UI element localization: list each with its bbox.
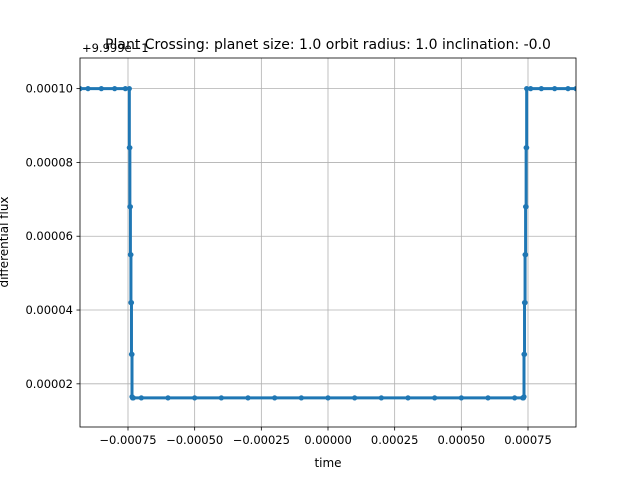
x-tick-label: −0.00025 bbox=[233, 433, 290, 447]
x-tick-label: 0.00075 bbox=[504, 433, 552, 447]
x-tick-label: 0.00000 bbox=[304, 433, 352, 447]
data-point bbox=[524, 86, 530, 92]
data-point bbox=[524, 145, 530, 151]
data-point bbox=[432, 395, 438, 401]
data-point bbox=[112, 86, 118, 92]
y-tick-label: 0.00004 bbox=[25, 303, 73, 317]
data-point bbox=[521, 351, 528, 357]
data-point bbox=[130, 395, 136, 401]
x-tick-label: 0.00050 bbox=[438, 433, 486, 447]
data-point bbox=[405, 395, 411, 401]
data-point bbox=[523, 252, 529, 258]
series-layer bbox=[80, 86, 576, 401]
x-axis-ticks: −0.00075 −0.00050 −0.00025 0.00000 0.00025 0.… bbox=[99, 427, 552, 447]
grid bbox=[80, 58, 576, 427]
data-point bbox=[573, 86, 576, 92]
data-point bbox=[127, 204, 133, 210]
data-point bbox=[378, 395, 384, 401]
data-point bbox=[129, 351, 135, 357]
data-point bbox=[521, 394, 527, 400]
data-point bbox=[458, 395, 464, 401]
data-point bbox=[192, 395, 198, 401]
data-point bbox=[128, 252, 134, 258]
y-tick-label: 0.00008 bbox=[25, 155, 73, 169]
data-point bbox=[128, 300, 135, 306]
data-point bbox=[138, 395, 144, 401]
y-tick-label: 0.00010 bbox=[25, 82, 73, 96]
data-point bbox=[85, 86, 91, 92]
data-point bbox=[218, 395, 224, 401]
data-point bbox=[122, 86, 128, 92]
chart-title: Plant Crossing: planet size: 1.0 orbit r… bbox=[105, 37, 551, 53]
y-tick-label: 0.00006 bbox=[25, 229, 73, 243]
data-point bbox=[485, 395, 491, 401]
data-point bbox=[126, 86, 132, 92]
data-point bbox=[80, 86, 83, 92]
y-axis-label: differential flux bbox=[0, 196, 11, 287]
data-point bbox=[512, 395, 518, 401]
y-offset-label: +9.999e−1 bbox=[82, 41, 149, 55]
data-point bbox=[538, 86, 544, 92]
data-point bbox=[245, 395, 251, 401]
y-axis-ticks: 0.00002 0.00004 0.00006 0.00008 0.00010 bbox=[25, 82, 80, 391]
data-point bbox=[165, 395, 171, 401]
data-point bbox=[522, 300, 528, 306]
data-point bbox=[127, 145, 133, 151]
x-tick-label: −0.00075 bbox=[99, 433, 156, 447]
data-point bbox=[523, 204, 529, 210]
data-point bbox=[352, 395, 358, 401]
data-point bbox=[565, 86, 571, 92]
x-tick-label: −0.00050 bbox=[166, 433, 223, 447]
data-point bbox=[325, 395, 331, 401]
data-point bbox=[272, 395, 278, 401]
data-point bbox=[298, 395, 304, 401]
data-point bbox=[98, 86, 104, 92]
data-point bbox=[552, 86, 558, 92]
x-axis-label: time bbox=[314, 456, 341, 470]
data-point bbox=[528, 86, 534, 92]
x-tick-label: 0.00025 bbox=[371, 433, 419, 447]
y-tick-label: 0.00002 bbox=[25, 377, 73, 391]
